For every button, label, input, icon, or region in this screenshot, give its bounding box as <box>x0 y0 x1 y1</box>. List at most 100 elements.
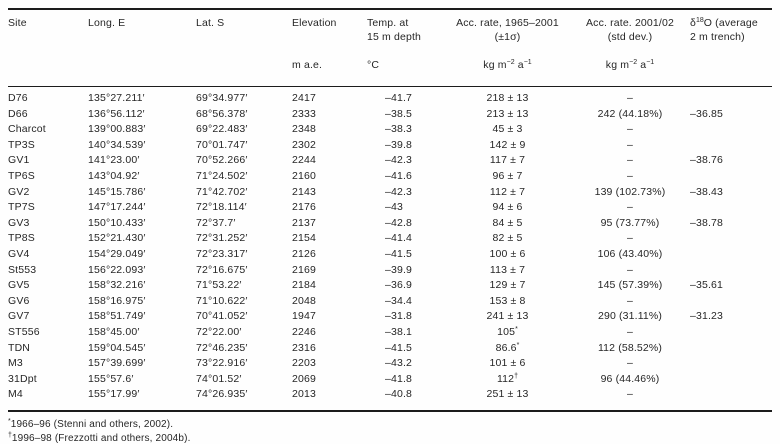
cell-temperature: –41.8 <box>385 372 413 385</box>
cell-d18o <box>690 169 772 185</box>
cell-acc-rate-1965-2001: 218 ± 13 <box>486 92 529 104</box>
cell-acc-rate-1965-2001: 45 ± 3 <box>492 123 523 136</box>
cell-acc-rate-2001-02: – <box>627 123 633 136</box>
table-row: GV6 158°16.975′ 71°10.622′ 2048 –34.4 15… <box>8 294 772 310</box>
cell-site: TP3S <box>8 138 35 151</box>
cell-longitude: 158°51.749′ <box>88 310 146 323</box>
col-header-longitude: Long. E <box>88 9 196 87</box>
cell-site: TP6S <box>8 169 35 182</box>
cell-d18o <box>690 200 772 216</box>
cell-longitude: 159°04.545′ <box>88 341 146 354</box>
cell-elevation: 2048 <box>292 294 316 307</box>
table-row: GV3 150°10.433′ 72°37.7′ 2137 –42.8 84 ±… <box>8 216 772 232</box>
cell-elevation: 2137 <box>292 216 316 229</box>
cell-acc-rate-1965-2001: 153 ± 8 <box>489 294 526 307</box>
cell-temperature: –34.4 <box>385 294 413 307</box>
cell-site: M4 <box>8 388 23 401</box>
cell-d18o <box>690 231 772 247</box>
cell-longitude: 136°56.112′ <box>88 107 145 120</box>
cell-longitude: 139°00.883′ <box>88 123 146 136</box>
table-row: GV4 154°29.049′ 72°23.317′ 2126 –41.5 10… <box>8 247 772 263</box>
elevation-header-label: Elevation <box>292 17 337 29</box>
cell-temperature: –39.8 <box>385 138 413 151</box>
table-row: TDN 159°04.545′ 72°46.235′ 2316 –41.5 86… <box>8 341 772 357</box>
cell-d18o: –35.61 <box>690 279 724 292</box>
footnote-dagger: †1996–98 (Frezzotti and others, 2004b). <box>8 432 191 444</box>
table-row: GV2 145°15.786′ 71°42.702′ 2143 –42.3 11… <box>8 185 772 201</box>
cell-site: GV7 <box>8 310 30 323</box>
cell-latitude: 72°37.7′ <box>196 216 236 229</box>
cell-elevation: 2069 <box>292 372 316 385</box>
cell-longitude: 158°45.00′ <box>88 325 140 338</box>
cell-latitude: 74°26.935′ <box>196 388 248 401</box>
elevation-unit-label: m a.e. <box>292 59 323 71</box>
cell-elevation: 2302 <box>292 138 316 151</box>
table-row: 31Dpt 155°57.6′ 74°01.52′ 2069 –41.8 112… <box>8 372 772 388</box>
cell-temperature: –41.7 <box>385 92 413 104</box>
cell-site: GV3 <box>8 216 30 229</box>
cell-temperature: –38.3 <box>385 123 413 136</box>
cell-longitude: 155°57.6′ <box>88 372 134 385</box>
cell-latitude: 72°31.252′ <box>196 232 248 245</box>
table-row: GV1 141°23.00′ 70°52.266′ 2244 –42.3 117… <box>8 153 772 169</box>
cell-temperature: –39.9 <box>385 263 413 276</box>
cell-latitude: 73°22.916′ <box>196 357 248 370</box>
cell-d18o: –38.76 <box>690 154 724 167</box>
cell-site: TP7S <box>8 201 35 214</box>
cell-elevation: 2126 <box>292 247 316 260</box>
table-row: TP6S 143°04.92′ 71°24.502′ 2160 –41.6 96… <box>8 169 772 185</box>
cell-temperature: –41.5 <box>385 341 413 354</box>
d18o-header-label-1: δ18O (average <box>690 17 758 29</box>
cell-site: Charcot <box>8 123 46 136</box>
cell-site: M3 <box>8 357 23 370</box>
cell-longitude: 158°32.216′ <box>88 279 146 292</box>
cell-acc-rate-1965-2001: 117 ± 7 <box>489 154 526 167</box>
cell-temperature: –38.5 <box>385 107 413 120</box>
site-header-label: Site <box>8 17 27 29</box>
cell-temperature: –38.1 <box>385 325 413 338</box>
cell-latitude: 69°34.977′ <box>196 92 248 104</box>
col-header-latitude: Lat. S <box>196 9 292 87</box>
cell-d18o <box>690 294 772 310</box>
cell-latitude: 72°18.114′ <box>196 201 247 214</box>
site-data-table: Site Long. E Lat. S Elevation m a.e. Tem… <box>8 8 772 412</box>
cell-acc-rate-1965-2001: 96 ± 7 <box>492 169 523 182</box>
cell-site: GV1 <box>8 154 30 167</box>
cell-acc-rate-1965-2001: 112† <box>496 372 519 385</box>
cell-latitude: 70°52.266′ <box>196 154 248 167</box>
cell-d18o <box>690 87 772 107</box>
cell-elevation: 2176 <box>292 201 316 214</box>
cell-latitude: 71°24.502′ <box>196 169 248 182</box>
cell-acc-rate-2001-02: – <box>627 263 633 276</box>
cell-acc-rate-1965-2001: 112 ± 7 <box>489 185 526 198</box>
col-header-acc-rate-2001-02: Acc. rate. 2001/02 (std dev.) kg m−2 a−1 <box>570 9 690 87</box>
cell-elevation: 2246 <box>292 325 316 338</box>
cell-acc-rate-2001-02: – <box>627 232 633 245</box>
cell-acc-rate-2001-02: – <box>627 294 633 307</box>
cell-longitude: 158°16.975′ <box>88 294 146 307</box>
cell-site: GV2 <box>8 185 30 198</box>
cell-site: 31Dpt <box>8 372 37 385</box>
cell-d18o: –38.43 <box>690 185 724 198</box>
col-header-d18o: δ18O (average 2 m trench) <box>690 9 772 87</box>
cell-acc-rate-2001-02: – <box>627 357 633 370</box>
cell-d18o <box>690 341 772 357</box>
cell-latitude: 72°16.675′ <box>196 263 248 276</box>
footnote-asterisk: *1966–96 (Stenni and others, 2002). <box>8 418 174 430</box>
cell-acc-rate-1965-2001: 142 ± 9 <box>489 138 526 151</box>
cell-acc-rate-2001-02: – <box>627 138 633 151</box>
cell-acc-rate-2001-02: 96 (44.46%) <box>600 372 660 385</box>
cell-d18o <box>690 387 772 411</box>
cell-d18o <box>690 372 772 388</box>
cell-acc-rate-2001-02: – <box>627 154 633 167</box>
cell-site: GV4 <box>8 247 30 260</box>
cell-latitude: 70°41.052′ <box>196 310 248 323</box>
cell-elevation: 2013 <box>292 388 316 401</box>
cell-site: TP8S <box>8 232 35 245</box>
col-header-site: Site <box>8 9 88 87</box>
cell-site: GV5 <box>8 279 30 292</box>
cell-elevation: 2417 <box>292 92 316 104</box>
cell-acc-rate-2001-02: 145 (57.39%) <box>597 279 663 292</box>
cell-acc-rate-1965-2001: 84 ± 5 <box>492 216 523 229</box>
cell-d18o <box>690 122 772 138</box>
